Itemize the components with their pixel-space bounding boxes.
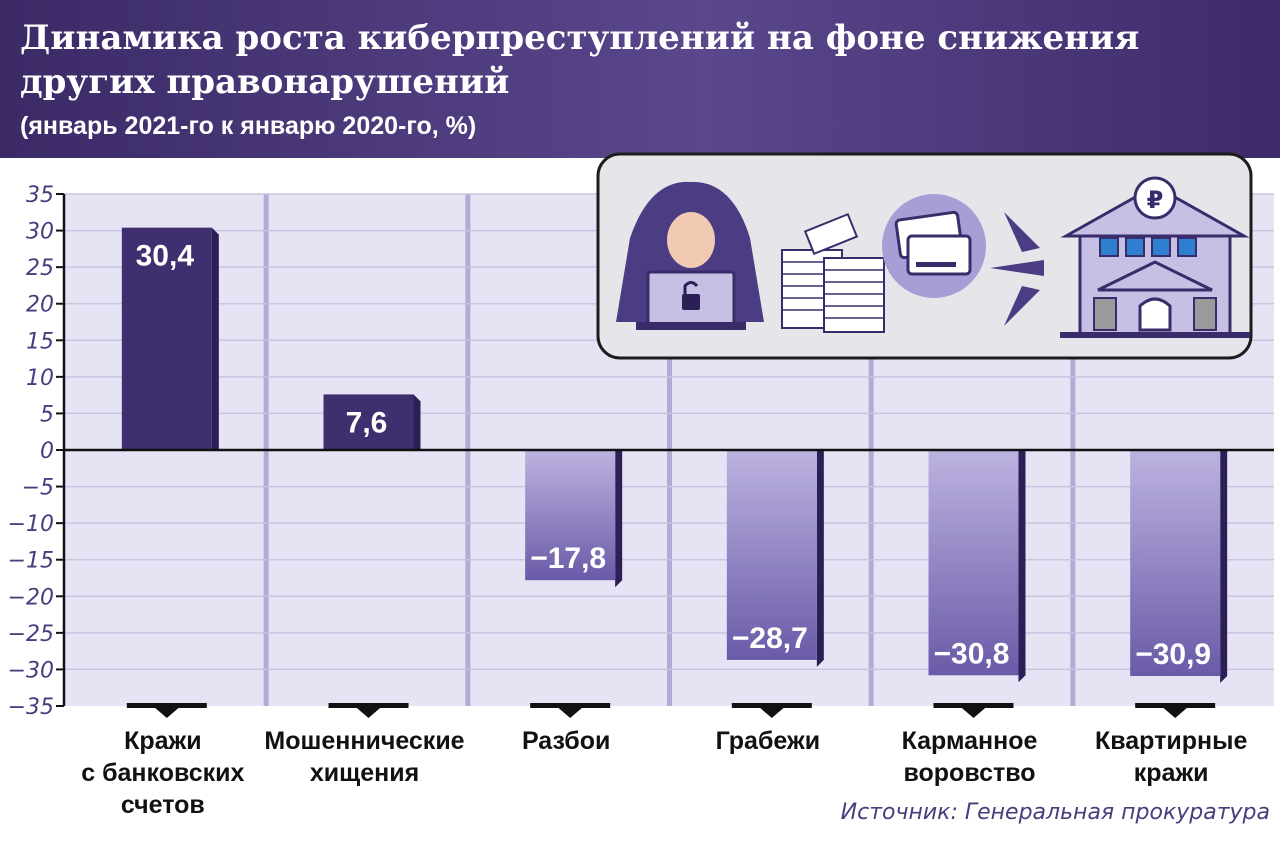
bar-value-label: 30,4 [136, 240, 195, 273]
category-marker [1135, 703, 1216, 708]
category-marker-arrow [959, 706, 988, 718]
category-label-line: с банковских [81, 759, 244, 787]
bank-card-icon [882, 194, 986, 298]
category-label-line: Мошеннические [264, 727, 464, 755]
bar-side [615, 450, 623, 588]
y-tick-label: 10 [26, 366, 54, 391]
bar [323, 394, 414, 450]
bank-building-icon: ₽ [1060, 176, 1250, 338]
y-tick-label: 25 [26, 256, 54, 281]
bar [121, 227, 212, 450]
category-label-line: воровство [903, 759, 1035, 787]
y-tick-label: −10 [8, 512, 54, 537]
y-tick-label: 30 [26, 220, 54, 245]
bar-value-label: −30,8 [934, 637, 1010, 670]
chart-subtitle: (январь 2021-го к январю 2020-го, %) [20, 112, 477, 140]
bar [726, 450, 817, 660]
svg-text:₽: ₽ [1147, 186, 1164, 214]
category-marker-arrow [757, 706, 786, 718]
source-note: Источник: Генеральная прокуратура [840, 800, 1270, 825]
category-label: Мошеннические хищения [264, 727, 464, 787]
category-label-line: Карманное [902, 727, 1038, 755]
category-label-line: Разбои [522, 727, 610, 755]
category-label: Грабежи [716, 727, 821, 755]
y-tick-label: −30 [8, 658, 54, 683]
header-banner: Динамика роста киберпреступлений на фоне… [0, 0, 1280, 158]
category-label-line: кражи [1134, 759, 1209, 787]
y-tick-label: −20 [8, 585, 54, 610]
category-label-line: Квартирные [1095, 727, 1247, 755]
bar-side [1018, 450, 1026, 683]
bar-value-label: −17,8 [530, 542, 606, 575]
bar-side [211, 227, 219, 450]
bar-side [1220, 450, 1228, 684]
y-tick-label: 20 [26, 293, 54, 318]
y-tick-label: 5 [40, 402, 54, 427]
y-tick-label: −25 [8, 622, 54, 647]
category-label: Разбои [522, 727, 610, 755]
category-label-line: хищения [310, 759, 419, 787]
arrows-icon [990, 212, 1044, 326]
category-label: Квартирные кражи [1095, 727, 1247, 787]
y-tick-label: 35 [26, 183, 54, 208]
category-marker [933, 703, 1014, 708]
category-marker [126, 703, 207, 708]
bar-side [816, 450, 824, 667]
y-tick-label: 15 [26, 329, 54, 354]
money-stacks-icon [781, 212, 885, 333]
category-label-line: Грабежи [716, 727, 821, 755]
chart-title: Динамика роста киберпреступлений на фоне… [20, 18, 1140, 102]
category-marker-arrow [354, 706, 383, 718]
illustration-panel: ₽ [596, 152, 1253, 360]
y-tick-label: 0 [40, 439, 54, 464]
y-tick-label: −5 [22, 476, 54, 501]
category-label: Карманное воровство [902, 727, 1038, 787]
category-marker [328, 703, 409, 708]
bar-value-label: −28,7 [732, 622, 808, 655]
bar-side [413, 394, 421, 450]
category-label-line: счетов [121, 791, 205, 819]
y-tick-label: −15 [8, 549, 54, 574]
category-marker-arrow [152, 706, 181, 718]
category-marker-arrow [1161, 706, 1190, 718]
y-tick-label: −35 [8, 695, 54, 720]
bar-value-label: 7,6 [346, 406, 388, 439]
category-label-line: Кражи [124, 727, 202, 755]
hacker-icon [616, 181, 764, 330]
bar [1130, 450, 1221, 677]
category-marker-arrow [556, 706, 585, 718]
category-label: Кражи с банковских счетов [81, 727, 244, 819]
bar-value-label: −30,9 [1135, 638, 1211, 671]
category-marker [731, 703, 812, 708]
bar [525, 450, 616, 581]
category-marker [530, 703, 611, 708]
bar [928, 450, 1019, 676]
